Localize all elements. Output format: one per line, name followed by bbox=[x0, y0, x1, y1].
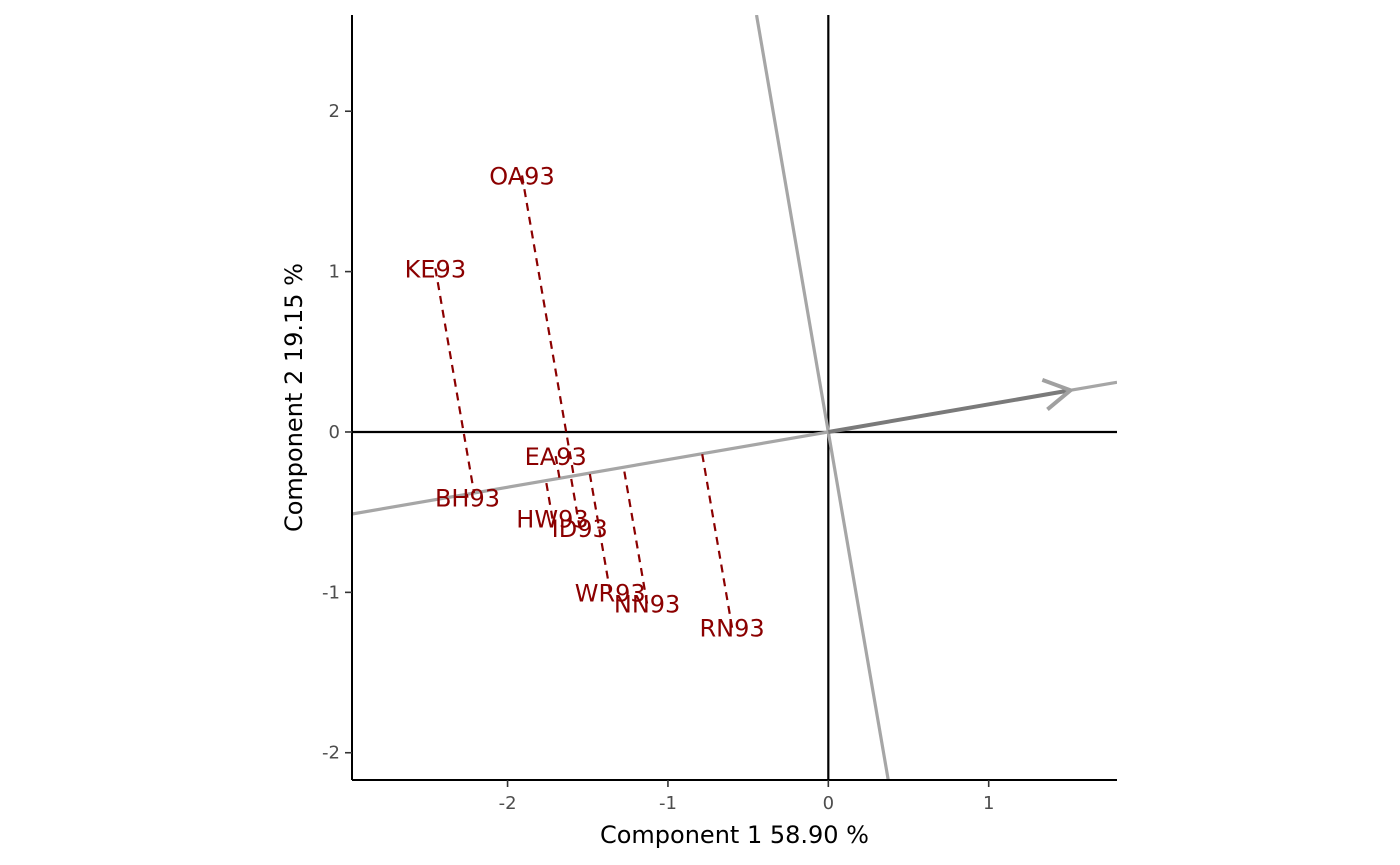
x-tick-label: -1 bbox=[659, 793, 677, 814]
projection-line bbox=[554, 455, 561, 479]
point-label: HW93 bbox=[516, 506, 588, 534]
x-axis-title: Component 1 58.90 % bbox=[600, 821, 869, 849]
point-label: OA93 bbox=[489, 162, 554, 190]
x-tick-label: 1 bbox=[983, 793, 994, 814]
projection-line bbox=[434, 268, 476, 494]
tester-vector-arrow bbox=[827, 388, 1071, 434]
point-label: NN93 bbox=[614, 591, 680, 619]
axes-layer: -2 -1 0 1 -2 -1 0 1 2 bbox=[322, 15, 1117, 814]
point-label: BH93 bbox=[435, 485, 500, 513]
projection-line bbox=[569, 476, 581, 529]
point-label: KE93 bbox=[405, 255, 466, 283]
projection-line bbox=[588, 472, 612, 593]
projection-line bbox=[622, 467, 649, 604]
projection-line bbox=[465, 494, 469, 498]
point-label: EA93 bbox=[525, 443, 587, 471]
y-tick-label: -2 bbox=[322, 743, 340, 764]
point-label: WR93 bbox=[575, 579, 646, 607]
x-tick-label: 0 bbox=[823, 793, 834, 814]
y-axis-title: Component 2 19.15 % bbox=[280, 263, 308, 532]
projection-line bbox=[544, 480, 554, 519]
y-tick-label: 0 bbox=[329, 422, 340, 443]
projection-line bbox=[701, 453, 734, 628]
y-tick-label: -1 bbox=[322, 582, 340, 603]
y-tick-label: 1 bbox=[329, 262, 340, 283]
arrow-head-icon bbox=[1041, 378, 1075, 412]
point-label: RN93 bbox=[700, 615, 765, 643]
point-label: ID93 bbox=[552, 515, 608, 543]
projection-lines-layer bbox=[352, 15, 1117, 780]
x-tick-label: -2 bbox=[499, 793, 517, 814]
perpendicular-axis-line bbox=[754, 15, 890, 780]
projection-line bbox=[520, 175, 575, 477]
y-tick-label: 2 bbox=[329, 101, 340, 122]
